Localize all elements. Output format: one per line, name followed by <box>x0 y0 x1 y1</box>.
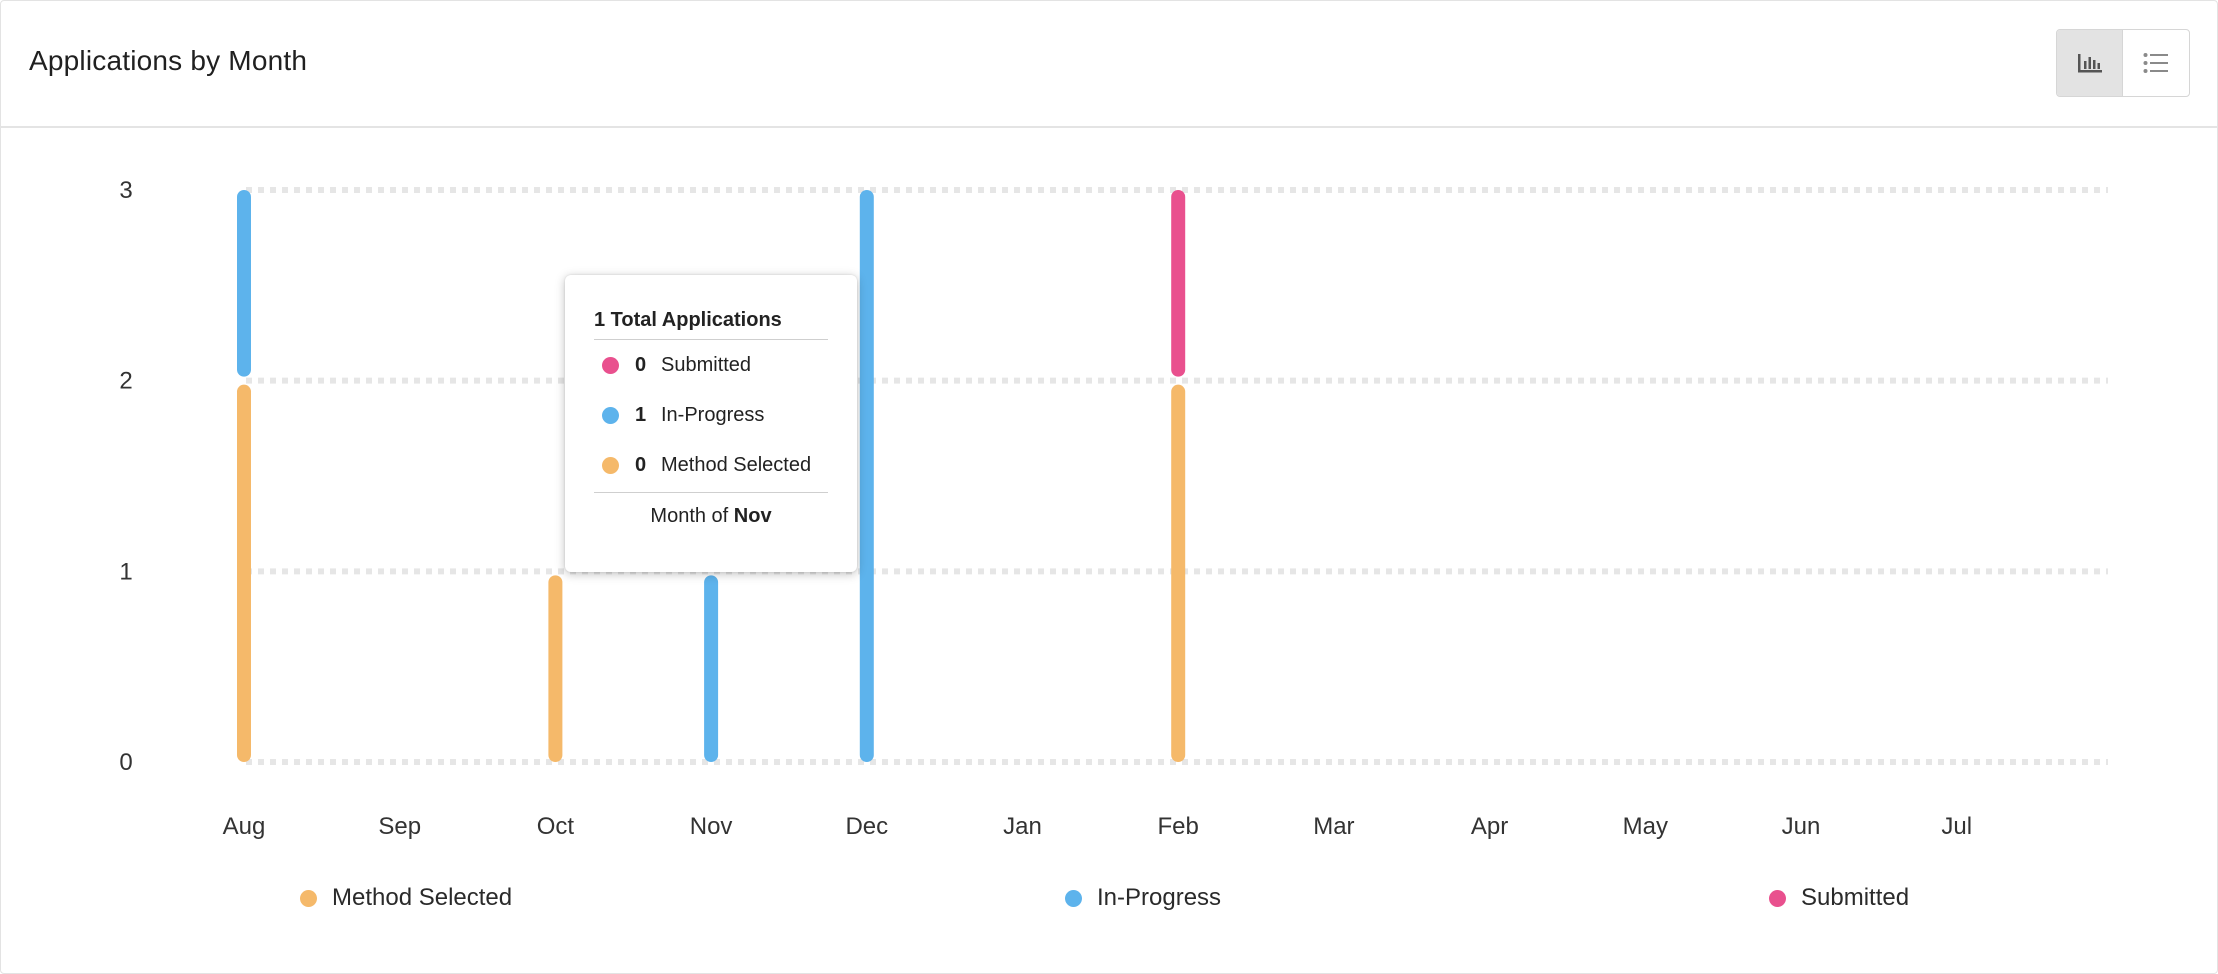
list-view-button[interactable] <box>2123 30 2189 96</box>
tooltip-footer-prefix: Month of <box>650 505 734 527</box>
bar-segment[interactable] <box>1171 190 1186 377</box>
tooltip-divider <box>594 492 828 493</box>
tooltip-divider <box>594 339 828 340</box>
tooltip-title: 1 Total Applications <box>594 309 782 331</box>
chart-view-button[interactable] <box>2057 30 2123 96</box>
x-tick-label: Jan <box>1003 813 1042 840</box>
y-tick-label: 0 <box>119 749 132 776</box>
tooltip-count: 0 <box>635 353 647 376</box>
tooltip-footer-month: Nov <box>733 505 772 527</box>
x-tick-label: Oct <box>537 813 575 840</box>
list-icon <box>2143 53 2168 73</box>
legend-item-method-selected[interactable]: Method Selected <box>300 884 512 912</box>
view-toggle <box>2056 29 2190 97</box>
x-tick-label: Aug <box>223 813 266 840</box>
submitted-dot-icon <box>1769 889 1786 907</box>
in-progress-dot-icon <box>1065 889 1082 907</box>
bar-segment[interactable] <box>1171 384 1186 762</box>
x-tick-label: Jul <box>1941 813 1972 840</box>
tooltip-row-submitted: 0 Submitted <box>602 353 751 377</box>
x-tick-label: Sep <box>378 813 421 840</box>
method-selected-dot-icon <box>300 889 317 907</box>
card-title: Applications by Month <box>29 45 308 76</box>
legend-item-in-progress[interactable]: In-Progress <box>1065 884 1221 912</box>
tooltip-row-method-selected: 0 Method Selected <box>602 453 811 477</box>
method-selected-dot-icon <box>602 456 619 474</box>
tooltip-row-in-progress: 1 In-Progress <box>602 403 764 427</box>
tooltip-count: 0 <box>635 453 647 476</box>
y-tick-label: 1 <box>119 558 132 585</box>
x-tick-label: Nov <box>690 813 733 840</box>
x-tick-label: May <box>1623 813 1668 840</box>
x-tick-label: Feb <box>1158 813 1199 840</box>
tooltip-label: Submitted <box>661 353 752 376</box>
tooltip-footer: Month of Nov <box>565 505 857 528</box>
bar-segment[interactable] <box>237 384 251 762</box>
in-progress-dot-icon <box>602 406 619 424</box>
legend-label: In-Progress <box>1097 884 1222 911</box>
legend-label: Submitted <box>1801 884 1910 911</box>
legend-label: Method Selected <box>332 884 513 911</box>
x-tick-label: Apr <box>1471 813 1508 840</box>
tooltip-count: 1 <box>635 403 647 426</box>
x-tick-label: Mar <box>1313 813 1354 840</box>
bar-segment[interactable] <box>237 190 251 377</box>
tooltip-label: Method Selected <box>661 453 812 476</box>
x-tick-label: Dec <box>845 813 888 840</box>
chart-tooltip: 1 Total Applications 0 Submitted 1 In-Pr… <box>565 275 857 572</box>
y-tick-label: 3 <box>119 177 132 204</box>
x-tick-label: Jun <box>1782 813 1821 840</box>
bar-segment[interactable] <box>859 190 874 762</box>
submitted-dot-icon <box>602 356 619 374</box>
legend-item-submitted[interactable]: Submitted <box>1769 884 1909 912</box>
y-tick-label: 2 <box>119 368 132 395</box>
card-header: Applications by Month <box>1 1 2217 128</box>
bar-chart-icon <box>2077 54 2102 73</box>
bar-segment[interactable] <box>548 575 563 762</box>
tooltip-label: In-Progress <box>661 403 765 426</box>
bar-segment[interactable] <box>704 575 719 762</box>
